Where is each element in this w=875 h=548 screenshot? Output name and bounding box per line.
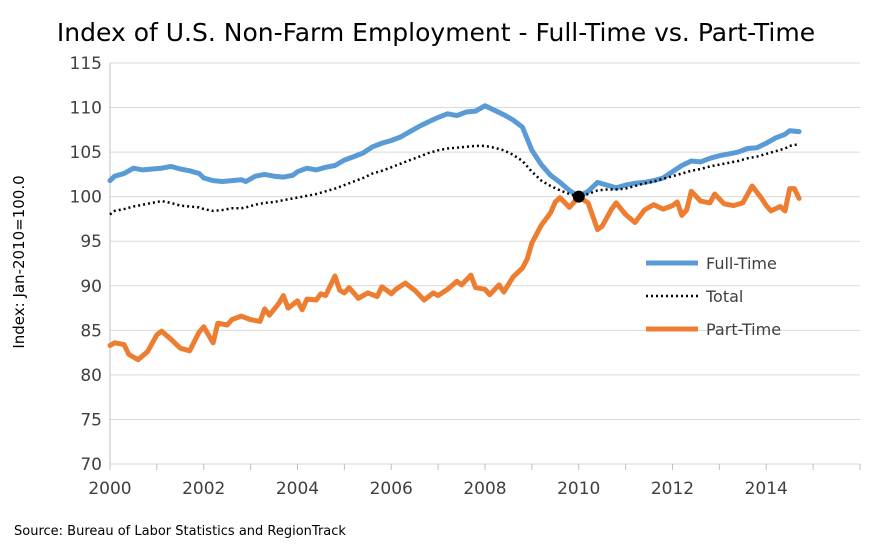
series-line-full-time	[107, 103, 802, 200]
chart-title: Index of U.S. Non-Farm Employment - Full…	[57, 18, 815, 47]
y-tick-label: 80	[80, 366, 102, 386]
legend: Full-Time Total Part-Time	[646, 254, 781, 339]
x-tick-label: 2008	[463, 479, 506, 499]
y-axis-label: Index: Jan-2010=100.0	[10, 175, 28, 348]
y-tick-label: 105	[70, 143, 102, 163]
legend-label: Part-Time	[706, 320, 781, 339]
legend-label: Total	[705, 287, 743, 306]
x-tick-label: 2002	[182, 479, 225, 499]
y-tick-label: 115	[70, 54, 102, 74]
reference-point-marker	[572, 190, 585, 203]
series-lines	[107, 103, 802, 363]
x-tick-label: 2010	[557, 479, 600, 499]
legend-label: Full-Time	[706, 254, 777, 273]
x-tick-label: 2014	[745, 479, 788, 499]
y-tick-label: 110	[70, 99, 102, 119]
y-tick-label: 95	[80, 232, 102, 252]
x-tick-label: 2000	[88, 479, 131, 499]
series-line-part-time	[107, 183, 802, 363]
y-tick-label: 90	[80, 277, 102, 297]
series-line-total	[109, 142, 800, 216]
x-tick-label: 2004	[276, 479, 319, 499]
y-tick-label: 85	[80, 321, 102, 341]
source-note: Source: Bureau of Labor Statistics and R…	[14, 524, 346, 539]
y-tick-label: 70	[80, 455, 102, 475]
x-axis-ticks: 2000 2002 2004 2006 2008 2010 2012 2014	[88, 464, 861, 499]
y-axis-ticks: 70 75 80 85 90 95 100 105 110 115	[70, 54, 102, 475]
y-tick-label: 100	[70, 188, 102, 208]
x-tick-label: 2012	[651, 479, 694, 499]
y-tick-label: 75	[80, 410, 102, 430]
x-tick-label: 2006	[370, 479, 413, 499]
